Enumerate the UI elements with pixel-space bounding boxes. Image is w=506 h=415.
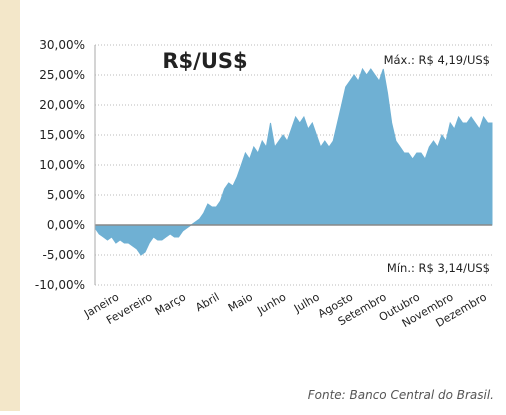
source: Fonte: Banco Central do Brasil. — [308, 388, 494, 402]
y-tick-label: 25,00% — [39, 68, 85, 82]
y-tick-label: -10,00% — [35, 278, 85, 292]
y-tick-label: 20,00% — [39, 98, 85, 112]
annotation: Máx.: R$ 4,19/US$ — [384, 53, 490, 67]
chart-title: R$/US$ — [162, 49, 247, 73]
area — [94, 67, 493, 256]
y-tick-label: 30,00% — [39, 38, 85, 52]
side-strip — [0, 0, 20, 411]
y-tick-label: 5,00% — [47, 188, 85, 202]
annotation: Mín.: R$ 3,14/US$ — [387, 261, 490, 275]
y-tick-label: 10,00% — [39, 158, 85, 172]
x-tick-label: Maio — [226, 290, 255, 314]
y-tick-label: -5,00% — [43, 248, 85, 262]
x-tick-label: Junho — [254, 290, 288, 317]
plot: -10,00% -5,00% 0,00% 5,00% 10,00% 15,00% 20,00… — [35, 38, 493, 330]
x-tick-label: Abril — [193, 290, 221, 314]
x-tick-label: Março — [153, 290, 189, 318]
y-tick-label: 15,00% — [39, 128, 85, 142]
y-tick-label: 0,00% — [47, 218, 85, 232]
